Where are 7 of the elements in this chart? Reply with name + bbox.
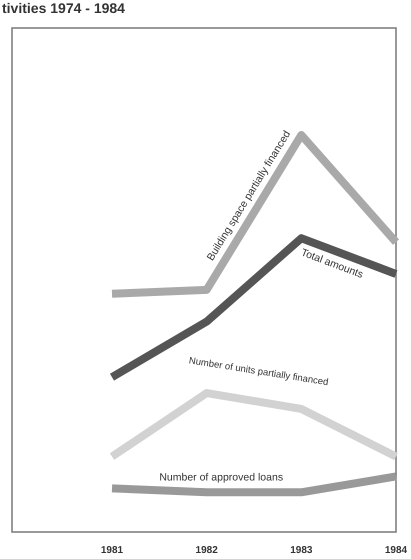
text: Number of units partially financed <box>188 355 330 388</box>
x-tick-label: 1982 <box>196 545 218 556</box>
chart-title: tivities 1974 - 1984 <box>2 0 126 16</box>
x-tick-label: 1981 <box>100 545 124 556</box>
series-label: Number of approved loans <box>159 471 284 484</box>
x-tick-label: 1984 <box>384 545 408 556</box>
x-tick-label: 1983 <box>290 545 313 556</box>
